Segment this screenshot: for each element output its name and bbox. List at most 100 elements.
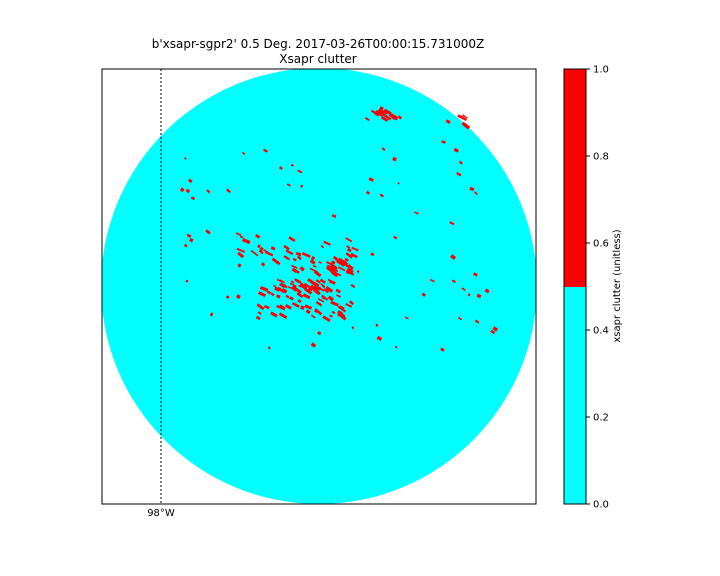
clutter-cell [377, 108, 386, 116]
colorbar-tick-label: 0.6 [593, 239, 609, 250]
clutter-cell [350, 252, 358, 259]
clutter-cell [285, 294, 290, 299]
clutter-cell [274, 287, 281, 292]
clutter-cell [319, 278, 326, 284]
clutter-cell [291, 302, 300, 308]
clutter-cell [327, 295, 335, 302]
clutter-cell [241, 151, 246, 155]
clutter-cell [461, 121, 471, 130]
clutter-cell [340, 260, 349, 266]
clutter-cell [258, 249, 264, 255]
clutter-cell [290, 163, 294, 167]
clutter-cell [235, 232, 242, 237]
clutter-cell [397, 115, 403, 120]
clutter-cell [441, 140, 446, 144]
clutter-cell [476, 293, 482, 299]
clutter-cell [205, 229, 211, 235]
clutter-cell [322, 315, 331, 323]
clutter-cell [255, 315, 261, 321]
clutter-cell [458, 160, 463, 165]
colorbar-ticks: 0.0 0.2 0.4 0.6 0.8 1.0 [586, 65, 609, 511]
clutter-cell [317, 298, 325, 303]
clutter-cell [337, 310, 343, 315]
clutter-cell [310, 342, 317, 348]
clutter-cell [276, 286, 285, 293]
clutter-cell [458, 115, 467, 121]
clutter-cell [270, 292, 275, 297]
clutter-cell [375, 323, 379, 327]
clutter-cell [289, 282, 295, 286]
clutter-cell [392, 156, 397, 162]
clutter-cell [421, 292, 427, 297]
clutter-cell [270, 311, 278, 318]
clutter-cell [297, 299, 302, 304]
clutter-cell [257, 244, 261, 249]
clutter-cell [309, 259, 316, 265]
clutter-cell [345, 303, 353, 308]
clutter-cell [329, 314, 333, 318]
colorbar-frame [563, 68, 587, 505]
clutter-cell [305, 309, 311, 315]
clutter-cell [321, 284, 326, 289]
clutter-cell [365, 190, 371, 195]
clutter-cell [284, 303, 292, 310]
clutter-cell [379, 106, 384, 111]
clutter-cell [331, 271, 338, 278]
clutter-cell [473, 272, 478, 277]
clutter-cell [331, 260, 336, 265]
clutter-cell [209, 312, 214, 317]
clutter-layer [179, 106, 499, 352]
map-axes: 98°W [101, 68, 537, 519]
clutter-cell [257, 291, 266, 298]
clutter-cell [333, 271, 342, 277]
clutter-cell [237, 251, 245, 259]
clutter-cell [283, 255, 291, 261]
clutter-cell [278, 283, 285, 289]
clutter-cell [474, 319, 480, 324]
clutter-cell [393, 235, 398, 240]
clutter-cell [304, 304, 313, 310]
clutter-cell [382, 113, 392, 121]
clutter-cell [356, 270, 360, 274]
clutter-cell [320, 245, 325, 249]
clutter-cell [373, 112, 380, 117]
clutter-cell [393, 116, 399, 121]
clutter-cell [376, 111, 384, 118]
clutter-cell [225, 295, 230, 299]
clutter-cell [278, 166, 283, 170]
clutter-cell [335, 288, 341, 294]
colorbar-tick-label: 0.4 [593, 326, 609, 337]
clutter-cell [325, 286, 334, 294]
clutter-cell [310, 314, 316, 319]
clutter-cell [206, 189, 211, 194]
colorbar-tick-label: 0.8 [593, 152, 609, 163]
clutter-cell [255, 234, 261, 239]
clutter-cell [351, 326, 355, 330]
clutter-cell [183, 243, 188, 248]
clutter-cell [453, 147, 460, 153]
clutter-cell [336, 294, 342, 298]
clutter-cell [292, 268, 300, 274]
clutter-cell [315, 279, 321, 284]
clutter-cell [450, 254, 457, 260]
clutter-cell [287, 286, 294, 290]
colorbar-label: xsapr clutter (unitless) [612, 229, 623, 342]
clutter-cell [250, 249, 259, 257]
clutter-cell [461, 287, 466, 292]
chart-title: b'xsapr-sgpr2' 0.5 Deg. 2017-03-26T00:00… [152, 37, 484, 51]
clutter-cell [350, 283, 356, 289]
clutter-cell [259, 285, 269, 292]
clutter-cell [336, 259, 346, 267]
clutter-cell [313, 284, 322, 291]
colorbar: 0.0 0.2 0.4 0.6 0.8 1.0 xsapr clutter (unitle… [563, 65, 623, 511]
clutter-cell [266, 290, 272, 295]
clutter-cell [291, 264, 298, 270]
clutter-cell [296, 255, 302, 261]
clutter-cell [364, 116, 370, 122]
clutter-cell [190, 196, 196, 201]
clutter-cell [283, 315, 287, 319]
clutter-cell [325, 261, 333, 266]
clutter-cell [267, 346, 271, 350]
clutter-cell [300, 305, 305, 310]
